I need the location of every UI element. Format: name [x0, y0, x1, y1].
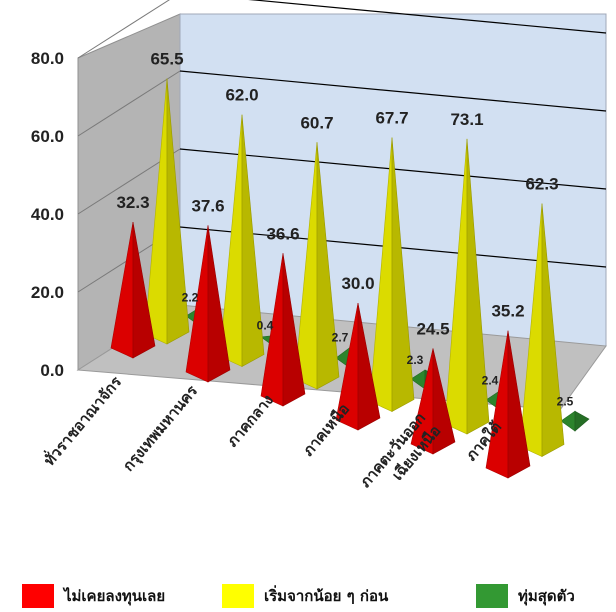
y-axis: 0.0 20.0 40.0 60.0 80.0	[31, 49, 64, 380]
legend-swatch-yellow	[222, 584, 254, 608]
pyramid-bar	[219, 114, 265, 368]
data-label: 36.6	[266, 224, 299, 243]
data-label: 67.7	[375, 108, 408, 127]
gridline-side	[77, 0, 170, 59]
pyramid-face-right	[207, 225, 231, 383]
legend-item-start-small: เริ่มจากน้อย ๆ ก่อน	[222, 582, 388, 610]
gridline-side	[77, 70, 181, 137]
data-label: 62.3	[525, 175, 558, 194]
y-tick-label: 20.0	[31, 283, 64, 302]
pyramid-bar	[294, 142, 340, 390]
data-label: 0.4	[257, 318, 274, 332]
pyramid-face-right	[316, 142, 340, 390]
legend-swatch-green	[476, 584, 508, 608]
legend-label: ไม่เคยลงทุนเลย	[64, 587, 166, 605]
pyramid-face-right	[574, 410, 590, 432]
pyramid-bar	[185, 225, 231, 383]
data-label: 35.2	[491, 302, 524, 321]
pyramid-bar	[485, 330, 531, 479]
x-tick-label: ภาคเหนือ	[299, 400, 353, 460]
legend-label: ทุ่มสุดตัว	[518, 587, 575, 605]
pyramid-bar	[144, 78, 190, 345]
data-label: 2.3	[407, 353, 424, 367]
data-label: 73.1	[450, 110, 483, 129]
x-tick-label: ทั่วราชอาณาจักร	[39, 371, 126, 469]
legend-item-all-in: ทุ่มสุดตัว	[476, 582, 575, 610]
data-labels: 2.2 0.4 2.7 2.3 2.4 2.5 65.5 62.0 60.7 67.7 73.1 62…	[116, 50, 573, 409]
pyramid-bar	[369, 137, 415, 413]
pyramid-face-right	[541, 203, 565, 458]
pyramid-bar	[260, 253, 306, 407]
pyramid-bar	[335, 302, 381, 431]
legend-label: เริ่มจากน้อย ๆ ก่อน	[264, 587, 389, 605]
pyramid-bar	[444, 138, 490, 435]
data-label: 62.0	[225, 86, 258, 105]
pyramid-bar	[410, 348, 456, 455]
pyramid-face-right	[166, 78, 190, 345]
data-label: 2.2	[182, 290, 199, 304]
y-tick-label: 40.0	[31, 205, 64, 224]
data-label: 32.3	[116, 193, 149, 212]
pyramid-face-right	[432, 348, 456, 455]
data-pyramids	[110, 78, 590, 479]
data-label: 2.4	[482, 374, 499, 388]
x-tick-label: กรุงเทพมหานคร	[119, 381, 202, 475]
pyramid-face-right	[466, 138, 490, 435]
data-label: 24.5	[416, 319, 449, 338]
data-label: 30.0	[341, 274, 374, 293]
pyramid-face-right	[357, 302, 381, 431]
pyramid-face-right	[507, 330, 531, 479]
pyramid-bar	[560, 410, 590, 432]
gridline-back	[179, 70, 607, 112]
pyramid-bar	[110, 221, 156, 359]
data-label: 37.6	[191, 196, 224, 215]
y-tick-label: 0.0	[40, 361, 64, 380]
data-label: 2.7	[332, 330, 349, 344]
legend: ไม่เคยลงทุนเลย เริ่มจากน้อย ๆ ก่อน ทุ่มส…	[0, 576, 616, 612]
y-tick-label: 60.0	[31, 127, 64, 146]
data-label: 2.5	[557, 394, 574, 408]
data-label: 60.7	[300, 113, 333, 132]
pyramid-face-right	[391, 137, 415, 413]
pyramid-bar	[519, 203, 565, 458]
data-label: 65.5	[150, 50, 183, 69]
pyramid-face-right	[241, 114, 265, 368]
x-tick-label: ภาคกลาง	[223, 391, 277, 450]
pyramid-face-right	[132, 221, 156, 359]
legend-swatch-red	[22, 584, 54, 608]
y-tick-label: 80.0	[31, 49, 64, 68]
legend-item-never-invested: ไม่เคยลงทุนเลย	[22, 582, 165, 610]
pyramid-face-right	[282, 253, 306, 407]
pyramid-face-left	[560, 410, 576, 432]
gridline-back	[248, 0, 607, 34]
